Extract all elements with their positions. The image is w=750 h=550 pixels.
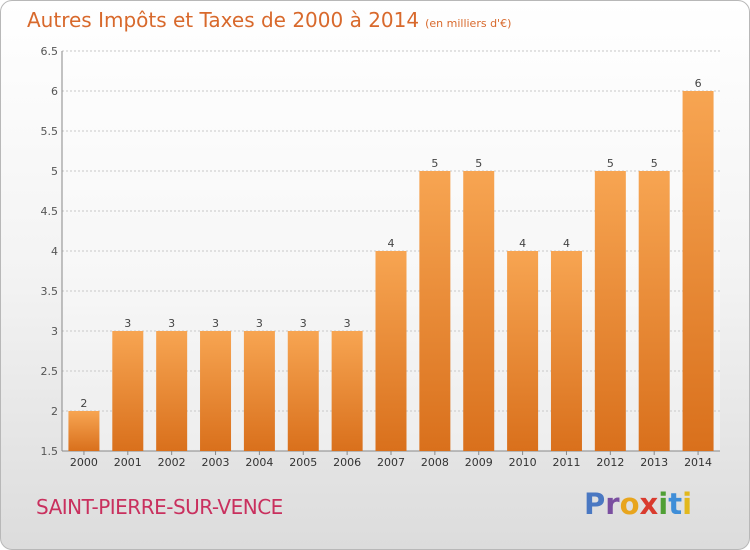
data-label: 4	[519, 237, 526, 250]
bar	[287, 331, 319, 451]
y-tick-label: 6.5	[41, 45, 59, 58]
data-label: 6	[695, 77, 702, 90]
data-label: 5	[431, 157, 438, 170]
logo-letter: o	[619, 487, 640, 521]
logo-letter: t	[668, 487, 683, 521]
y-tick-label: 1.5	[41, 445, 59, 458]
data-label: 5	[475, 157, 482, 170]
x-tick-label: 2009	[465, 456, 493, 469]
x-tick-label: 2010	[509, 456, 537, 469]
logo-letter: i	[682, 487, 693, 521]
chart-title: Autres Impôts et Taxes de 2000 à 2014 (en…	[27, 8, 511, 32]
logo-letter: i	[658, 487, 669, 521]
bar	[331, 331, 363, 451]
x-tick-label: 2003	[202, 456, 230, 469]
chart-unit-label: (en milliers d'€)	[425, 17, 512, 30]
bar	[507, 251, 539, 451]
data-label: 3	[344, 317, 351, 330]
y-tick-label: 5.5	[41, 125, 59, 138]
x-tick-label: 2006	[333, 456, 361, 469]
bar	[112, 331, 144, 451]
data-label: 3	[300, 317, 307, 330]
bar	[463, 171, 495, 451]
y-tick-label: 2.5	[41, 365, 59, 378]
bar	[594, 171, 626, 451]
data-label: 4	[388, 237, 395, 250]
logo-letter: x	[639, 487, 659, 521]
y-tick-label: 2	[51, 405, 58, 418]
y-tick-label: 4.5	[41, 205, 59, 218]
logo-letter: P	[584, 487, 606, 521]
x-tick-label: 2007	[377, 456, 405, 469]
data-label: 2	[80, 397, 87, 410]
bar	[638, 171, 670, 451]
data-label: 3	[212, 317, 219, 330]
x-tick-label: 2013	[640, 456, 668, 469]
bar	[200, 331, 232, 451]
bar	[156, 331, 188, 451]
x-tick-label: 2012	[596, 456, 624, 469]
data-label: 5	[651, 157, 658, 170]
x-tick-label: 2001	[114, 456, 142, 469]
x-tick-label: 2005	[289, 456, 317, 469]
x-tick-label: 2014	[684, 456, 712, 469]
data-label: 4	[563, 237, 570, 250]
bar	[682, 91, 714, 451]
y-tick-label: 3.5	[41, 285, 59, 298]
x-tick-label: 2002	[158, 456, 186, 469]
y-tick-label: 4	[51, 245, 58, 258]
data-label: 5	[607, 157, 614, 170]
commune-name: SAINT-PIERRE-SUR-VENCE	[36, 495, 283, 519]
x-tick-label: 2004	[245, 456, 273, 469]
y-tick-label: 5	[51, 165, 58, 178]
y-tick-label: 6	[51, 85, 58, 98]
bar	[375, 251, 407, 451]
x-tick-label: 2008	[421, 456, 449, 469]
data-label: 3	[256, 317, 263, 330]
bar	[68, 411, 100, 451]
x-tick-label: 2000	[70, 456, 98, 469]
data-label: 3	[168, 317, 175, 330]
logo-letter: r	[605, 487, 620, 521]
chart-title-text: Autres Impôts et Taxes de 2000 à 2014	[27, 8, 420, 32]
data-label: 3	[124, 317, 131, 330]
x-tick-label: 2011	[552, 456, 580, 469]
bar	[550, 251, 582, 451]
bar	[243, 331, 275, 451]
bar	[419, 171, 451, 451]
y-tick-label: 3	[51, 325, 58, 338]
proxiti-logo: Proxiti	[584, 487, 692, 521]
